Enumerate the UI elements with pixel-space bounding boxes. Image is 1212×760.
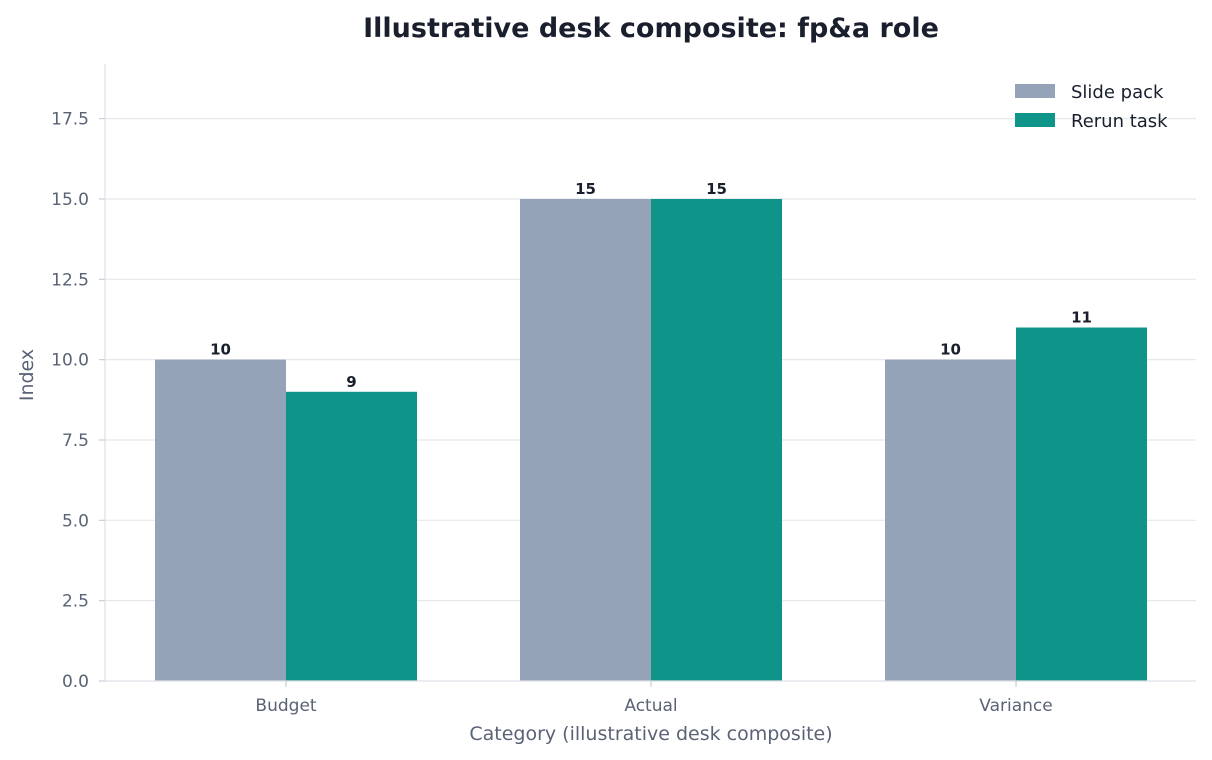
bar [520, 198, 651, 681]
chart-title: Illustrative desk composite: fp&a role [363, 13, 939, 44]
x-axis-label: Category (illustrative desk composite) [469, 723, 832, 745]
y-tick-label: 5.0 [62, 511, 89, 531]
bar [885, 359, 1016, 681]
y-tick-label: 17.5 [51, 110, 89, 130]
y-tick-label: 2.5 [62, 592, 89, 612]
legend: Slide pack Rerun task [1015, 82, 1168, 132]
bar [155, 359, 286, 681]
y-tick-label: 0.0 [62, 672, 89, 692]
data-label: 10 [940, 341, 961, 359]
bar [651, 198, 782, 681]
bar [1016, 327, 1147, 681]
x-tick-label: Actual [624, 696, 677, 716]
legend-swatch [1015, 113, 1055, 127]
y-axis-label: Index [16, 349, 38, 401]
legend-swatch [1015, 84, 1055, 98]
bar [286, 391, 417, 681]
x-tick-label: Budget [255, 696, 316, 716]
data-label: 11 [1071, 309, 1092, 327]
legend-label: Rerun task [1071, 111, 1168, 132]
legend-label: Slide pack [1071, 82, 1164, 103]
y-tick-label: 10.0 [51, 351, 89, 371]
x-tick-label: Variance [979, 696, 1052, 716]
data-labels: 10 9 15 15 10 11 [210, 180, 1092, 391]
data-label: 15 [575, 180, 596, 198]
data-label: 10 [210, 341, 231, 359]
y-tick-label: 7.5 [62, 431, 89, 451]
bars [155, 198, 1147, 681]
y-tick-label: 12.5 [51, 270, 89, 290]
data-label: 9 [346, 373, 356, 391]
y-tick-label: 15.0 [51, 190, 89, 210]
data-label: 15 [706, 180, 727, 198]
axes: 0.0 2.5 5.0 7.5 10.0 12.5 15.0 17.5 Budget Actual… [51, 64, 1196, 716]
